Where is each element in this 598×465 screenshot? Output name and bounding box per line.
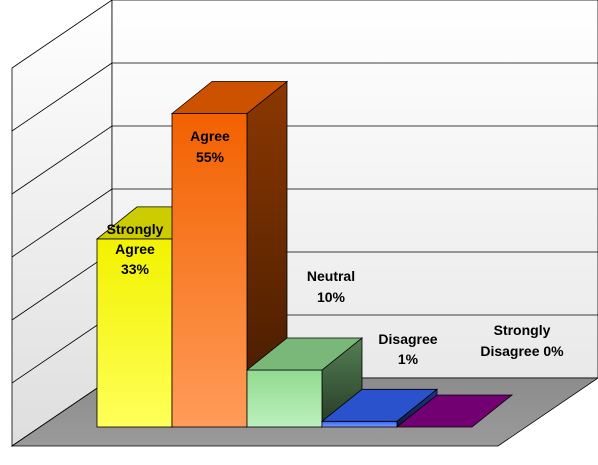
data-label-line: Disagree [378, 331, 437, 347]
data-label: Disagree 1% [378, 331, 437, 367]
data-label-line: Disagree 0% [480, 343, 564, 359]
bar [245, 337, 364, 428]
gridline [11, 251, 113, 321]
data-label-line: 55% [196, 149, 225, 165]
data-label-line: Agree [190, 128, 230, 144]
data-label-line: Strongly [107, 221, 164, 237]
bar-top [245, 337, 364, 371]
data-labels: Strongly Agree 33% Agree 55% Neutral 10% Disagr… [107, 128, 565, 367]
data-label-line: Neutral [307, 268, 355, 284]
bar-top [320, 388, 439, 422]
bar [320, 388, 439, 428]
gridline [11, 314, 113, 384]
data-label-line: 10% [317, 289, 346, 305]
data-label-line: 1% [398, 351, 419, 367]
bar-top [170, 81, 289, 114]
bar [395, 394, 514, 428]
data-label: Agree 55% [190, 128, 230, 165]
bar-front [321, 420, 398, 428]
data-label: Strongly Agree 33% [107, 221, 164, 277]
bar-front [171, 113, 248, 428]
data-label: Strongly Disagree 0% [480, 322, 564, 359]
bar-front [246, 369, 323, 428]
data-label-line: Agree [115, 241, 155, 257]
bar-front [96, 238, 173, 428]
data-label-line: Strongly [494, 322, 551, 338]
bars [95, 80, 514, 428]
data-label: Neutral 10% [307, 268, 355, 305]
data-label-line: 33% [121, 261, 150, 277]
gridline [11, 188, 113, 258]
gridline [11, 62, 113, 132]
bar-top [395, 394, 514, 428]
bar [170, 80, 289, 428]
gridline [11, 125, 113, 195]
